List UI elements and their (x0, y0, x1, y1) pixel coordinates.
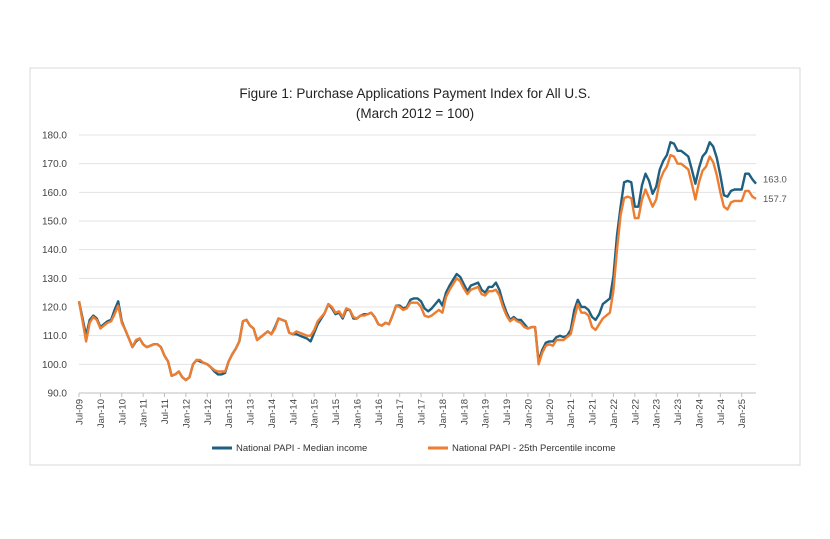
y-tick-label: 100.0 (42, 360, 67, 371)
x-tick-label: Jan-16 (352, 399, 363, 428)
end-labels: 163.0 157.7 (763, 175, 787, 205)
series-line-25th-percentile (77, 153, 757, 382)
x-tick-label: Jul-24 (716, 399, 727, 425)
x-tick-label: Jul-10 (117, 399, 128, 425)
y-tick-label: 90.0 (48, 389, 68, 400)
x-tick-label: Jan-19 (481, 399, 492, 428)
y-tick-label: 130.0 (42, 274, 67, 285)
x-tick-label: Jul-09 (75, 399, 86, 425)
x-tick-label: Jan-24 (694, 399, 705, 428)
x-tick-label: Jul-13 (246, 399, 257, 425)
x-tick-label: Jan-25 (737, 399, 748, 428)
x-tick-label: Jul-17 (417, 399, 428, 425)
x-tick-label: Jul-12 (203, 399, 214, 425)
x-tick-label: Jan-10 (96, 399, 107, 428)
x-tick-label: Jan-12 (181, 399, 192, 428)
x-tick-label: Jan-17 (395, 399, 406, 428)
x-tick-label: Jul-15 (331, 399, 342, 425)
x-axis: Jul-09 Jan-10 Jul-10 Jan-11 Jul-11 Jan-12 Jul-… (75, 393, 748, 428)
x-tick-label: Jan-15 (310, 399, 321, 428)
x-tick-label: Jul-18 (459, 399, 470, 425)
y-tick-label: 120.0 (42, 303, 67, 314)
x-tick-label: Jul-20 (545, 399, 556, 425)
x-tick-label: Jan-18 (438, 399, 449, 428)
x-tick-label: Jan-23 (652, 399, 663, 428)
x-tick-label: Jul-11 (160, 399, 171, 424)
x-tick-label: Jul-21 (588, 399, 599, 425)
y-tick-label: 110.0 (43, 331, 68, 342)
x-tick-label: Jul-14 (288, 399, 299, 425)
x-tick-label: Jul-22 (630, 399, 641, 425)
x-tick-label: Jan-21 (566, 399, 577, 428)
x-tick-label: Jul-23 (673, 399, 684, 425)
chart-subtitle: (March 2012 = 100) (356, 106, 474, 121)
x-tick-label: Jul-16 (374, 399, 385, 425)
y-tick-label: 150.0 (42, 217, 67, 228)
chart-frame (29, 67, 801, 466)
y-tick-label: 140.0 (42, 245, 67, 256)
legend-label-25th: National PAPI - 25th Percentile income (452, 443, 616, 454)
x-tick-label: Jan-20 (523, 399, 534, 428)
x-tick-label: Jan-14 (267, 399, 278, 428)
y-tick-label: 160.0 (42, 188, 67, 199)
chart-title: Figure 1: Purchase Applications Payment … (239, 86, 590, 101)
x-tick-label: Jan-13 (224, 399, 235, 428)
end-label-25th-percentile: 157.7 (763, 194, 787, 205)
end-label-median: 163.0 (763, 175, 787, 186)
x-tick-label: Jan-11 (139, 399, 150, 427)
x-tick-label: Jul-19 (502, 399, 513, 425)
y-tick-label: 180.0 (42, 131, 67, 142)
legend: National PAPI - Median income National P… (212, 443, 616, 454)
x-tick-label: Jan-22 (609, 399, 620, 428)
y-tick-label: 170.0 (42, 159, 67, 170)
y-axis: 90.0 100.0 110.0 120.0 130.0 140.0 150.0 160.0 1… (42, 131, 67, 400)
series-lines (77, 140, 757, 382)
legend-label-median: National PAPI - Median income (236, 443, 367, 454)
